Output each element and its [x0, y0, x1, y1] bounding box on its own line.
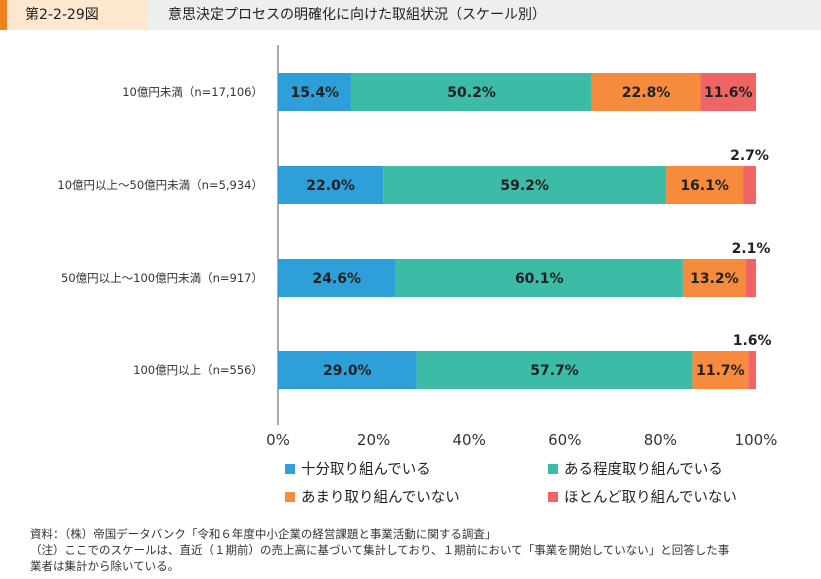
- bar-segment: [591, 73, 701, 111]
- note-line-1: （注）ここでのスケールは、直近（１期前）の売上高に基づいて集計しており、１期前に…: [30, 543, 730, 557]
- bar-segment: [666, 166, 744, 204]
- data-label: 16.1%: [680, 178, 729, 194]
- data-label: 11.6%: [704, 85, 753, 101]
- data-label: 1.6%: [733, 333, 772, 349]
- bar-segment: [745, 259, 756, 297]
- data-label: 60.1%: [515, 271, 564, 287]
- bar-segment: [278, 73, 352, 111]
- legend-swatch: [285, 464, 295, 474]
- category-label: 10億円未満（n=17,106）: [122, 85, 263, 99]
- bar-segment: [682, 259, 746, 297]
- category-label: 100億円以上（n=556）: [133, 363, 263, 377]
- bar-segment: [743, 166, 756, 204]
- data-label: 59.2%: [500, 178, 549, 194]
- bar-segment: [692, 351, 749, 389]
- data-label: 11.7%: [696, 363, 745, 379]
- bar-segment: [416, 351, 693, 389]
- stacked-bar-chart: 10億円未満（n=17,106） 15.4% 50.2% 22.8% 11.6% 10億円…: [57, 45, 778, 506]
- legend-swatch: [548, 492, 558, 502]
- category-label: 50億円以上～100億円未満（n=917）: [61, 271, 263, 285]
- figure-number: 第2-2-29図: [0, 0, 148, 30]
- legend-swatch: [285, 492, 295, 502]
- data-label: 2.1%: [732, 241, 771, 257]
- x-tick-label: 40%: [453, 431, 486, 449]
- bar-segment: [278, 351, 417, 389]
- x-tick-label: 80%: [644, 431, 677, 449]
- figure-title: 意思決定プロセスの明確化に向けた取組状況（スケール別）: [148, 0, 821, 30]
- source-note: 資料：（株）帝国データバンク「令和６年度中小企業の経営課題と事業活動に関する調査…: [30, 527, 497, 541]
- data-label: 29.0%: [323, 363, 372, 379]
- bar-segment: [278, 259, 396, 297]
- figure-header: 第2-2-29図 意思決定プロセスの明確化に向けた取組状況（スケール別）: [0, 0, 821, 30]
- bar-segment: [383, 166, 667, 204]
- legend-label: あまり取り組んでいない: [301, 489, 460, 506]
- x-tick-label: 20%: [357, 431, 390, 449]
- data-label: 57.7%: [530, 363, 579, 379]
- data-label: 15.4%: [291, 85, 340, 101]
- legend-label: ほとんど取り組んでいない: [564, 489, 737, 506]
- x-tick-label: 100%: [735, 431, 778, 449]
- data-label: 2.7%: [730, 148, 769, 164]
- bar-segment: [700, 73, 756, 111]
- data-label: 24.6%: [313, 271, 362, 287]
- legend-swatch: [548, 464, 558, 474]
- legend-label: ある程度取り組んでいる: [564, 461, 723, 478]
- category-label: 10億円以上～50億円未満（n=5,934）: [57, 178, 263, 192]
- chart-notes: 資料：（株）帝国データバンク「令和６年度中小企業の経営課題と事業活動に関する調査…: [30, 526, 810, 574]
- note-line-2: 業者は集計から除いている。: [30, 559, 180, 573]
- bar-segment: [351, 73, 592, 111]
- x-tick-label: 0%: [266, 431, 290, 449]
- data-label: 13.2%: [690, 271, 739, 287]
- data-label: 22.0%: [306, 178, 355, 194]
- data-label: 22.8%: [622, 85, 671, 101]
- x-tick-label: 60%: [548, 431, 581, 449]
- legend-label: 十分取り組んでいる: [301, 461, 431, 478]
- data-label: 50.2%: [447, 85, 496, 101]
- bar-segment: [278, 166, 384, 204]
- bar-segment: [395, 259, 683, 297]
- bar-segment: [748, 351, 756, 389]
